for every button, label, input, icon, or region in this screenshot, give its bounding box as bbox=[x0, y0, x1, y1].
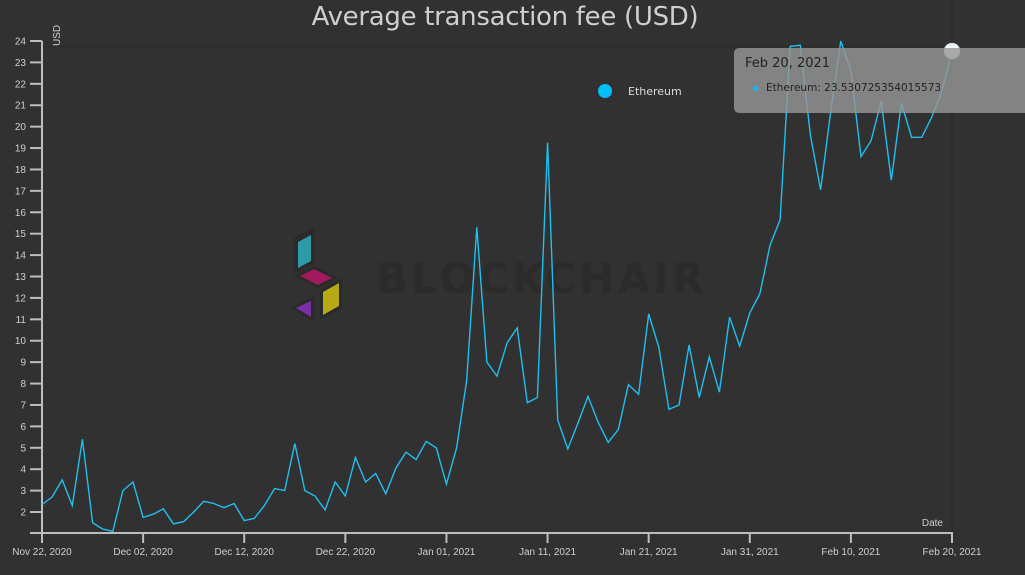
x-tick-label: Dec 12, 2020 bbox=[214, 547, 274, 558]
y-tick-label: 10 bbox=[15, 336, 27, 347]
y-tick-label: 21 bbox=[15, 101, 27, 112]
y-tick-label: 2 bbox=[20, 508, 26, 519]
x-tick-label: Jan 01, 2021 bbox=[418, 547, 476, 558]
ethereum-fee-line[interactable] bbox=[41, 40, 953, 533]
x-axis: Nov 22, 2020 Dec 02, 2020 Dec 12, 2020 Dec … bbox=[12, 518, 982, 558]
y-tick-label: 4 bbox=[20, 465, 26, 476]
y-tick-label: 22 bbox=[15, 79, 27, 90]
y-tick-label: 19 bbox=[15, 144, 27, 155]
title-divider bbox=[42, 46, 952, 47]
y-tick-label: 11 bbox=[16, 315, 27, 326]
x-tick-label: Jan 11, 2021 bbox=[519, 547, 577, 558]
y-tick-label: 9 bbox=[20, 358, 26, 369]
y-tick-label: 5 bbox=[20, 443, 26, 454]
y-tick-label: 6 bbox=[20, 422, 26, 433]
tooltip-row: Ethereum: 23.530725354015573 bbox=[753, 82, 941, 94]
y-tick-label: 20 bbox=[15, 122, 27, 133]
x-tick-label: Jan 21, 2021 bbox=[620, 547, 678, 558]
tooltip-date: Feb 20, 2021 bbox=[745, 56, 831, 71]
y-tick-label: 14 bbox=[15, 251, 27, 262]
legend-label-ethereum[interactable]: Ethereum bbox=[628, 84, 682, 98]
x-tick-label: Feb 10, 2021 bbox=[821, 547, 880, 558]
x-tick-label: Dec 22, 2020 bbox=[316, 547, 376, 558]
legend: Ethereum bbox=[598, 84, 682, 98]
y-tick-label: 7 bbox=[20, 400, 26, 411]
x-tick-label: Jan 31, 2021 bbox=[721, 547, 779, 558]
tooltip-series-dot-icon bbox=[753, 85, 758, 91]
y-axis-title: USD bbox=[52, 25, 63, 46]
x-tick-label: Dec 02, 2020 bbox=[113, 547, 173, 558]
y-tick-label: 3 bbox=[20, 486, 26, 497]
y-tick-label: 17 bbox=[15, 186, 27, 197]
legend-dot-icon[interactable] bbox=[598, 84, 612, 98]
hover-tooltip: Feb 20, 2021 Ethereum: 23.53072535401557… bbox=[734, 48, 1025, 113]
x-axis-title: Date bbox=[922, 518, 944, 529]
y-tick-label: 23 bbox=[15, 58, 27, 69]
tooltip-value: Ethereum: 23.530725354015573 bbox=[766, 82, 942, 94]
x-tick-label: Nov 22, 2020 bbox=[12, 547, 72, 558]
y-tick-label: 15 bbox=[15, 229, 27, 240]
y-tick-label: 16 bbox=[15, 208, 27, 219]
y-tick-label: 13 bbox=[15, 272, 27, 283]
x-tick-label: Feb 20, 2021 bbox=[923, 547, 982, 558]
y-tick-label: 8 bbox=[20, 379, 26, 390]
y-tick-label: 24 bbox=[15, 37, 27, 48]
chart-title: Average transaction fee (USD) bbox=[311, 2, 699, 32]
y-tick-label: 12 bbox=[15, 293, 27, 304]
y-tick-label: 18 bbox=[15, 165, 27, 176]
